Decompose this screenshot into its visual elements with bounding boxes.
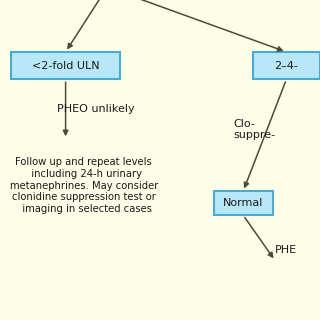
Text: PHEO unlikely: PHEO unlikely [57, 104, 135, 114]
Text: Clo-
suppre-: Clo- suppre- [234, 119, 276, 140]
Text: Normal: Normal [223, 198, 263, 208]
FancyBboxPatch shape [253, 52, 320, 79]
Text: 2–4-: 2–4- [275, 60, 298, 71]
FancyBboxPatch shape [214, 191, 273, 215]
Text: PHE: PHE [275, 244, 297, 255]
Text: Follow up and repeat levels
  including 24-h urinary
metanephrines. May consider: Follow up and repeat levels including 24… [10, 157, 158, 214]
Text: <2-fold ULN: <2-fold ULN [32, 60, 100, 71]
FancyBboxPatch shape [11, 52, 120, 79]
